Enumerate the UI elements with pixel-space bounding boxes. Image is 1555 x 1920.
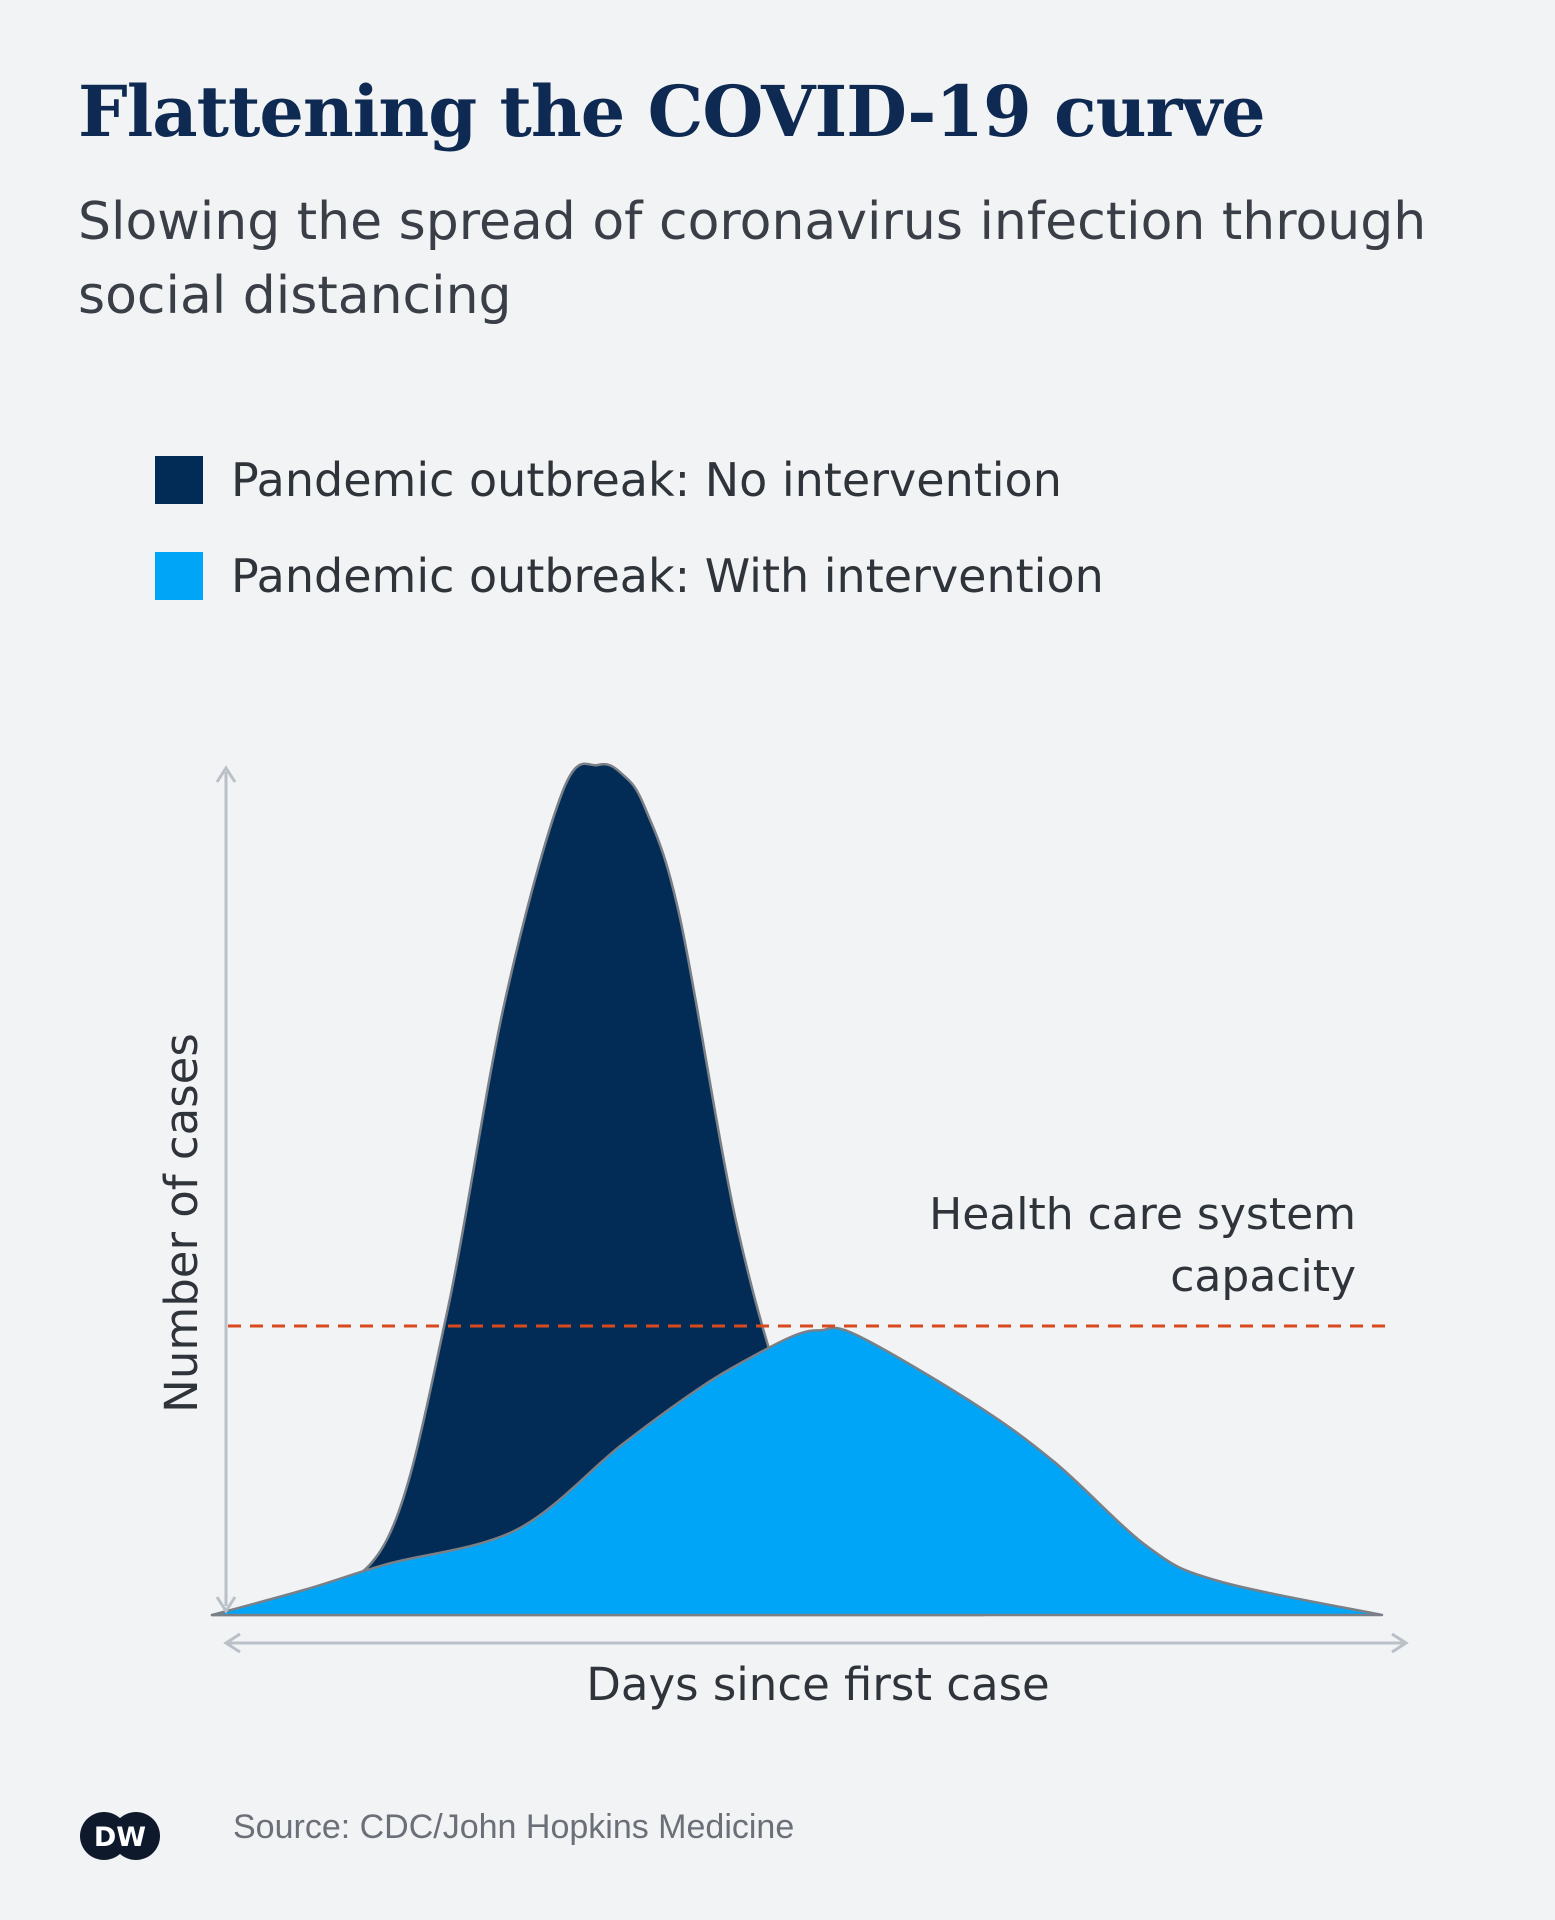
legend-item-no-intervention: Pandemic outbreak: No intervention (155, 453, 1104, 507)
legend-item-with-intervention: Pandemic outbreak: With intervention (155, 549, 1104, 603)
capacity-label-line1: Health care system (929, 1189, 1356, 1240)
x-axis-arrow-left (223, 1632, 241, 1654)
x-axis-label: Days since first case (586, 1658, 1050, 1711)
capacity-label-line2: capacity (1170, 1251, 1356, 1302)
y-axis-arrow-top (215, 765, 237, 783)
y-axis-label: Number of cases (155, 1033, 208, 1413)
series-area-with-intervention (210, 1326, 1384, 1617)
legend-label-no-intervention: Pandemic outbreak: No intervention (231, 453, 1062, 507)
dw-logo: DW (80, 1812, 160, 1860)
legend-swatch-with-intervention (155, 552, 203, 600)
legend-swatch-no-intervention (155, 456, 203, 504)
dw-logo-text: DW (94, 1822, 146, 1853)
source-note: Source: CDC/John Hopkins Medicine (233, 1808, 795, 1846)
chart-subtitle: Slowing the spread of coronavirus infect… (78, 192, 1427, 326)
x-axis-arrow-right (1391, 1632, 1409, 1654)
legend-label-with-intervention: Pandemic outbreak: With intervention (231, 549, 1104, 603)
y-axis-arrow-bottom (215, 1596, 237, 1614)
chart-title: Flattening the COVID-19 curve (78, 70, 1266, 153)
legend: Pandemic outbreak: No intervention Pande… (155, 453, 1104, 647)
